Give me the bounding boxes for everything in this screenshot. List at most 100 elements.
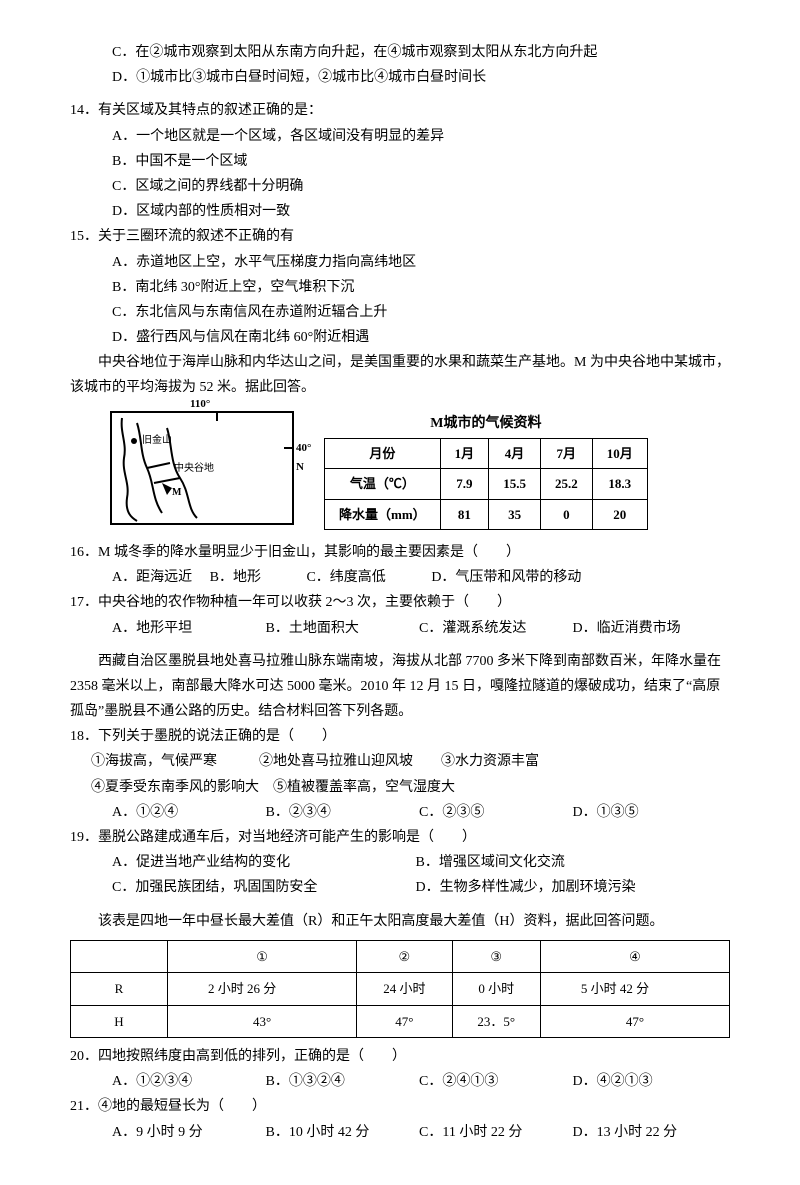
q19-d: D．生物多样性减少，加剧环境污染	[416, 875, 636, 900]
climate-title: M城市的气候资料	[324, 411, 648, 436]
q21-stem: 21．④地的最短昼长为（ ）	[70, 1094, 730, 1119]
q14-opt-c: C．区域之间的界线都十分明确	[70, 174, 730, 199]
climate-table: 月份 1月 4月 7月 10月 气温（℃） 7.9 15.5 25.2 18.3…	[324, 438, 648, 530]
rh-h4: 47°	[540, 1005, 729, 1037]
q15-opt-d: D．盛行西风与信风在南北纬 60°附近相遇	[70, 325, 730, 350]
climate-header-row: 月份 1月 4月 7月 10月	[325, 438, 648, 468]
rh-r1: 2 小时 26 分	[168, 973, 357, 1005]
q18-line2: ④夏季受东南季风的影响大 ⑤植被覆盖率高，空气湿度大	[70, 775, 730, 800]
q16-a: A．距海远近	[112, 565, 192, 590]
map-cv-label: 中央谷地	[174, 461, 214, 474]
q17-d: D．临近消费市场	[573, 616, 681, 641]
climate-h4: 10月	[592, 438, 647, 468]
q20-b: B．①③②④	[266, 1069, 416, 1094]
map-svg: 旧金山 中央谷地 M	[112, 413, 292, 523]
q18-stem: 18．下列关于墨脱的说法正确的是（ ）	[70, 724, 730, 749]
map-box: 110° 旧金山 中央谷地 M 40° N	[110, 411, 294, 525]
q13-opt-d: D．①城市比③城市白昼时间短，②城市比④城市白昼时间长	[70, 65, 730, 90]
climate-r2-4: 20	[592, 499, 647, 529]
q17-b: B．土地面积大	[266, 616, 416, 641]
map-lat-label: 40° N	[296, 439, 311, 479]
q14-opt-d: D．区域内部的性质相对一致	[70, 199, 730, 224]
svg-text:M: M	[172, 487, 182, 498]
rh-r2: 24 小时	[357, 973, 453, 1005]
climate-h2: 4月	[489, 438, 541, 468]
climate-r1-1: 7.9	[440, 469, 489, 499]
climate-h0: 月份	[325, 438, 441, 468]
q21-c: C．11 小时 22 分	[419, 1120, 569, 1145]
q15-opt-c: C．东北信风与东南信风在赤道附近辐合上升	[70, 300, 730, 325]
para-medog: 西藏自治区墨脱县地处喜马拉雅山脉东端南坡，海拔从北部 7700 多米下降到南部数…	[70, 649, 730, 725]
q14-stem: 14．有关区域及其特点的叙述正确的是：	[70, 98, 730, 123]
q16-d: D．气压带和风带的移动	[431, 565, 581, 590]
q21-d: D．13 小时 22 分	[573, 1120, 678, 1145]
q18-a: A．①②④	[112, 800, 262, 825]
q16-c: C．纬度高低	[306, 565, 385, 590]
q17-opts: A．地形平坦 B．土地面积大 C．灌溉系统发达 D．临近消费市场	[70, 616, 730, 641]
map-sf-label: 旧金山	[142, 433, 172, 446]
q17-c: C．灌溉系统发达	[419, 616, 569, 641]
q21-b: B．10 小时 42 分	[266, 1120, 416, 1145]
climate-temp-row: 气温（℃） 7.9 15.5 25.2 18.3	[325, 469, 648, 499]
climate-r2-0: 降水量（mm）	[325, 499, 441, 529]
rh-r0: R	[71, 973, 168, 1005]
q20-stem: 20．四地按照纬度由高到低的排列，正确的是（ ）	[70, 1044, 730, 1069]
para-central-valley: 中央谷地位于海岸山脉和内华达山之间，是美国重要的水果和蔬菜生产基地。M 为中央谷…	[70, 350, 730, 400]
q13-opt-c: C．在②城市观察到太阳从东南方向升起，在④城市观察到太阳从东北方向升起	[70, 40, 730, 65]
rh-c0	[71, 940, 168, 972]
q19-opts-cd: C．加强民族团结，巩固国防安全 D．生物多样性减少，加剧环境污染	[70, 875, 730, 900]
rh-c1: ①	[168, 940, 357, 972]
climate-r2-1: 81	[440, 499, 489, 529]
q14-opt-a: A．一个地区就是一个区域，各区域间没有明显的差异	[70, 124, 730, 149]
rh-h3: 23．5°	[452, 1005, 540, 1037]
q18-line1: ①海拔高，气候严寒 ②地处喜马拉雅山迎风坡 ③水力资源丰富	[70, 749, 730, 774]
q16-b: B．地形	[210, 565, 261, 590]
q20-d: D．④②①③	[573, 1069, 653, 1094]
q17-stem: 17．中央谷地的农作物种植一年可以收获 2～3 次，主要依赖于（ ）	[70, 590, 730, 615]
climate-r2-2: 35	[489, 499, 541, 529]
q15-stem: 15．关于三圈环流的叙述不正确的有	[70, 224, 730, 249]
rh-h1: 43°	[168, 1005, 357, 1037]
q19-b: B．增强区域间文化交流	[416, 850, 565, 875]
q15-opt-b: B．南北纬 30°附近上空，空气堆积下沉	[70, 275, 730, 300]
q16-opts: A．距海远近 B．地形 C．纬度高低 D．气压带和风带的移动	[70, 565, 730, 590]
climate-r2-3: 0	[540, 499, 592, 529]
climate-table-wrap: M城市的气候资料 月份 1月 4月 7月 10月 气温（℃） 7.9 15.5 …	[324, 411, 648, 530]
rh-table: ① ② ③ ④ R 2 小时 26 分 24 小时 0 小时 5 小时 42 分…	[70, 940, 730, 1038]
figure-row: 110° 旧金山 中央谷地 M 40° N M城市的气候资料 月份 1月	[110, 411, 730, 530]
q19-stem: 19．墨脱公路建成通车后，对当地经济可能产生的影响是（ ）	[70, 825, 730, 850]
q18-d: D．①③⑤	[573, 800, 639, 825]
q16-stem: 16．M 城冬季的降水量明显少于旧金山，其影响的最主要因素是（ ）	[70, 540, 730, 565]
q18-c: C．②③⑤	[419, 800, 569, 825]
q14-opt-b: B．中国不是一个区域	[70, 149, 730, 174]
climate-r1-0: 气温（℃）	[325, 469, 441, 499]
q19-a: A．促进当地产业结构的变化	[112, 850, 412, 875]
rh-c2: ②	[357, 940, 453, 972]
q20-c: C．②④①③	[419, 1069, 569, 1094]
q20-a: A．①②③④	[112, 1069, 262, 1094]
q21-opts: A．9 小时 9 分 B．10 小时 42 分 C．11 小时 22 分 D．1…	[70, 1120, 730, 1145]
rh-h0: H	[71, 1005, 168, 1037]
q21-a: A．9 小时 9 分	[112, 1120, 262, 1145]
rh-h2: 47°	[357, 1005, 453, 1037]
q19-c: C．加强民族团结，巩固国防安全	[112, 875, 412, 900]
q20-opts: A．①②③④ B．①③②④ C．②④①③ D．④②①③	[70, 1069, 730, 1094]
rh-c4: ④	[540, 940, 729, 972]
climate-h3: 7月	[540, 438, 592, 468]
rh-header-row: ① ② ③ ④	[71, 940, 730, 972]
climate-r1-3: 25.2	[540, 469, 592, 499]
climate-h1: 1月	[440, 438, 489, 468]
climate-r1-4: 18.3	[592, 469, 647, 499]
q15-opt-a: A．赤道地区上空，水平气压梯度力指向高纬地区	[70, 250, 730, 275]
q19-opts-ab: A．促进当地产业结构的变化 B．增强区域间文化交流	[70, 850, 730, 875]
para-rh: 该表是四地一年中昼长最大差值（R）和正午太阳高度最大差值（H）资料，据此回答问题…	[70, 909, 730, 934]
q18-opts: A．①②④ B．②③④ C．②③⑤ D．①③⑤	[70, 800, 730, 825]
q18-b: B．②③④	[266, 800, 416, 825]
climate-precip-row: 降水量（mm） 81 35 0 20	[325, 499, 648, 529]
rh-r-row: R 2 小时 26 分 24 小时 0 小时 5 小时 42 分	[71, 973, 730, 1005]
q17-a: A．地形平坦	[112, 616, 262, 641]
rh-h-row: H 43° 47° 23．5° 47°	[71, 1005, 730, 1037]
rh-r3: 0 小时	[452, 973, 540, 1005]
rh-c3: ③	[452, 940, 540, 972]
climate-r1-2: 15.5	[489, 469, 541, 499]
